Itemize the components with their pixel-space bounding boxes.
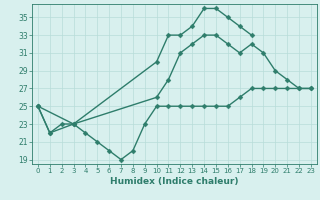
X-axis label: Humidex (Indice chaleur): Humidex (Indice chaleur)	[110, 177, 239, 186]
